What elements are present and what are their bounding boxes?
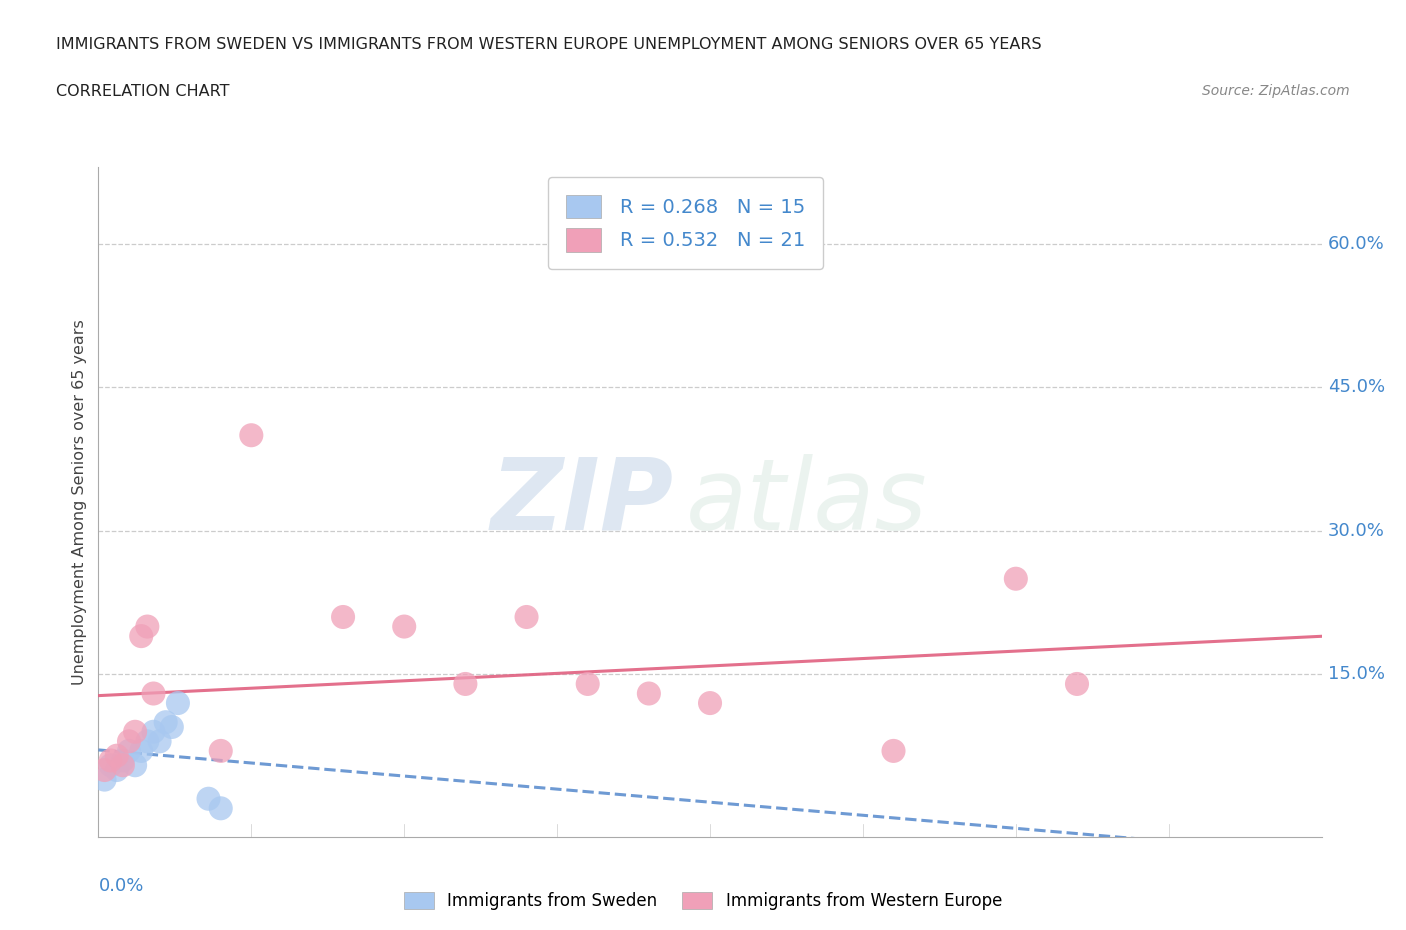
Point bbox=[129, 629, 152, 644]
Y-axis label: Unemployment Among Seniors over 65 years: Unemployment Among Seniors over 65 years bbox=[72, 319, 87, 685]
Point bbox=[167, 696, 190, 711]
Point bbox=[1004, 571, 1026, 586]
Text: 60.0%: 60.0% bbox=[1327, 235, 1385, 253]
Point bbox=[240, 428, 263, 443]
Point bbox=[209, 801, 232, 816]
Point bbox=[392, 619, 416, 634]
Point bbox=[136, 619, 159, 634]
Text: 45.0%: 45.0% bbox=[1327, 379, 1385, 396]
Point bbox=[105, 749, 128, 764]
Point bbox=[637, 686, 661, 701]
Legend: R = 0.268   N = 15, R = 0.532   N = 21: R = 0.268 N = 15, R = 0.532 N = 21 bbox=[548, 177, 823, 270]
Text: 0.0%: 0.0% bbox=[98, 877, 143, 896]
Point bbox=[100, 753, 122, 768]
Point bbox=[883, 743, 905, 758]
Point bbox=[93, 763, 115, 777]
Point bbox=[124, 724, 146, 739]
Point bbox=[516, 609, 538, 624]
Point bbox=[142, 724, 165, 739]
Point bbox=[1066, 676, 1088, 691]
Text: atlas: atlas bbox=[686, 454, 927, 551]
Point bbox=[197, 791, 219, 806]
Point bbox=[142, 686, 165, 701]
Text: 30.0%: 30.0% bbox=[1327, 522, 1385, 540]
Point bbox=[160, 720, 183, 735]
Point bbox=[124, 758, 146, 773]
Point bbox=[111, 758, 134, 773]
Text: 15.0%: 15.0% bbox=[1327, 665, 1385, 684]
Point bbox=[136, 734, 159, 749]
Point bbox=[576, 676, 599, 691]
Point bbox=[118, 743, 141, 758]
Text: Source: ZipAtlas.com: Source: ZipAtlas.com bbox=[1202, 84, 1350, 98]
Point bbox=[93, 772, 115, 787]
Text: ZIP: ZIP bbox=[491, 454, 673, 551]
Legend: Immigrants from Sweden, Immigrants from Western Europe: Immigrants from Sweden, Immigrants from … bbox=[398, 885, 1008, 917]
Text: CORRELATION CHART: CORRELATION CHART bbox=[56, 84, 229, 99]
Text: IMMIGRANTS FROM SWEDEN VS IMMIGRANTS FROM WESTERN EUROPE UNEMPLOYMENT AMONG SENI: IMMIGRANTS FROM SWEDEN VS IMMIGRANTS FRO… bbox=[56, 37, 1042, 52]
Point bbox=[129, 743, 152, 758]
Point bbox=[100, 758, 122, 773]
Point bbox=[209, 743, 232, 758]
Point bbox=[332, 609, 354, 624]
Point bbox=[699, 696, 721, 711]
Point bbox=[118, 734, 141, 749]
Point bbox=[111, 753, 134, 768]
Point bbox=[105, 763, 128, 777]
Point bbox=[155, 715, 177, 730]
Point bbox=[454, 676, 477, 691]
Point bbox=[149, 734, 172, 749]
